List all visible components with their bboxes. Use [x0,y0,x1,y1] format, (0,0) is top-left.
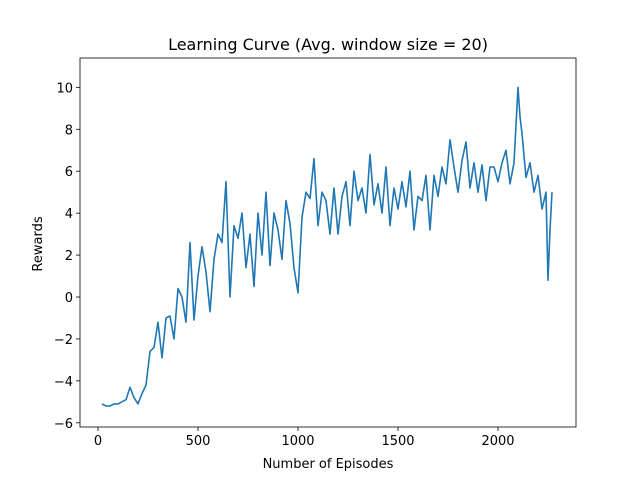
y-tick-label: 8 [65,123,73,138]
y-axis-label: Rewards [31,216,46,271]
y-tick-label: −4 [54,375,73,390]
chart-title: Learning Curve (Avg. window size = 20) [168,35,488,54]
y-tick-label: 6 [65,165,73,180]
y-tick-label: 10 [56,81,73,96]
axes-frame [79,57,577,428]
x-tick-label: 1000 [281,434,314,449]
x-axis-label: Number of Episodes [263,457,394,472]
y-tick-label: −2 [54,333,73,348]
x-tick-label: 500 [186,434,211,449]
x-tick-label: 1500 [381,434,414,449]
y-tick-label: 4 [65,207,73,222]
x-tick-label: 2000 [481,434,514,449]
y-tick-label: −6 [54,417,73,432]
reward-series-line [101,86,553,407]
plot-area: 0 500 1000 1500 2000 −6 −4 −2 0 2 4 6 8 10 [54,57,577,449]
x-tick-label: 0 [94,434,102,449]
y-tick-label: 2 [65,249,73,264]
y-tick-label: 0 [65,291,73,306]
